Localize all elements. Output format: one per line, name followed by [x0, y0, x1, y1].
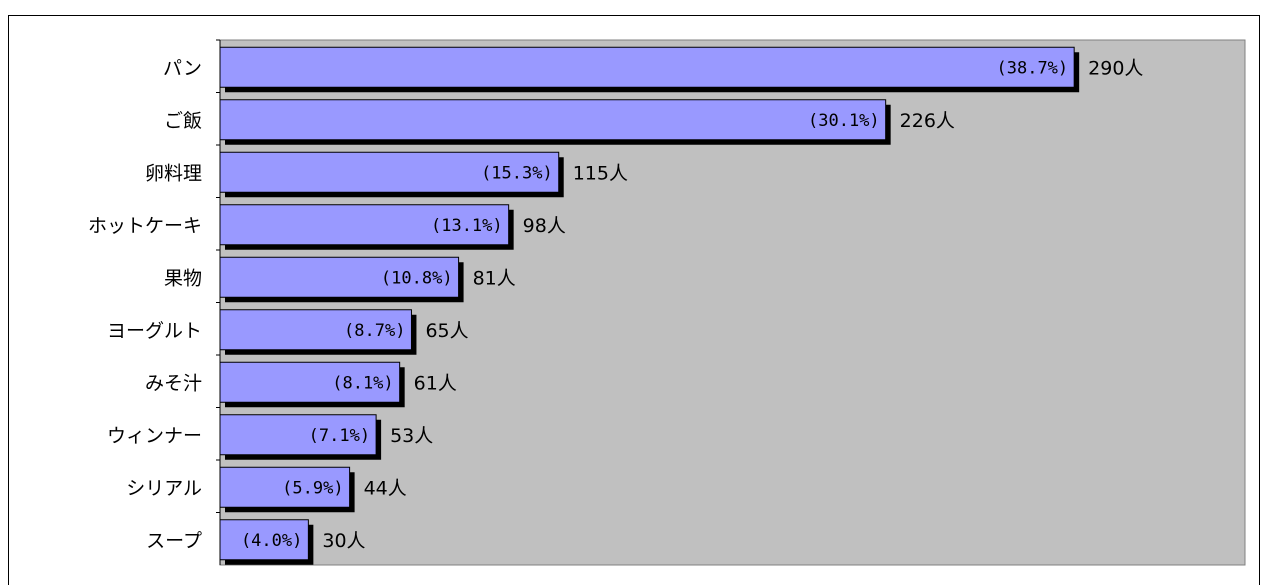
percent-label: (4.0%) [241, 531, 302, 551]
category-label: スープ [146, 530, 202, 552]
bar [219, 309, 412, 351]
bar [219, 46, 1075, 88]
bar [219, 466, 351, 508]
value-label: 115人 [573, 162, 628, 184]
value-label: 290人 [1088, 57, 1143, 79]
category-label: ヨーグルト [107, 320, 202, 342]
bars-layer [216, 39, 1080, 565]
value-label: 226人 [900, 110, 955, 132]
value-label: 65人 [425, 320, 468, 342]
data-labels: (38.7%) 290人 (30.1%) 226人 (15.3%) 115人 (13.1%)… [241, 57, 1143, 552]
value-label: 98人 [523, 215, 566, 237]
percent-label: (38.7%) [997, 58, 1069, 78]
percent-label: (13.1%) [431, 216, 503, 236]
value-label: 30人 [322, 530, 365, 552]
percent-label: (5.9%) [282, 478, 343, 498]
category-label: 果物 [164, 267, 202, 289]
percent-label: (8.7%) [344, 321, 405, 341]
percent-label: (8.1%) [332, 373, 393, 393]
bar [219, 151, 560, 193]
bar [219, 99, 887, 141]
percent-label: (7.1%) [309, 426, 370, 446]
value-label: 81人 [473, 267, 516, 289]
category-label: 卵料理 [145, 162, 202, 184]
category-label: ホットケーキ [88, 215, 202, 237]
value-label: 61人 [414, 372, 457, 394]
value-label: 53人 [390, 425, 433, 447]
category-label: パン [163, 57, 202, 79]
percent-label: (15.3%) [481, 163, 553, 183]
bar [219, 519, 309, 561]
percent-label: (30.1%) [808, 111, 880, 131]
bar [219, 361, 401, 403]
value-label: 44人 [364, 477, 407, 499]
category-label: シリアル [126, 477, 202, 499]
bar [219, 204, 510, 246]
percent-label: (10.8%) [381, 268, 453, 288]
bar [219, 256, 460, 298]
category-label: ご飯 [164, 110, 202, 132]
bar [219, 414, 377, 456]
category-label: ウィンナー [107, 425, 202, 447]
category-label: みそ汁 [145, 372, 202, 394]
